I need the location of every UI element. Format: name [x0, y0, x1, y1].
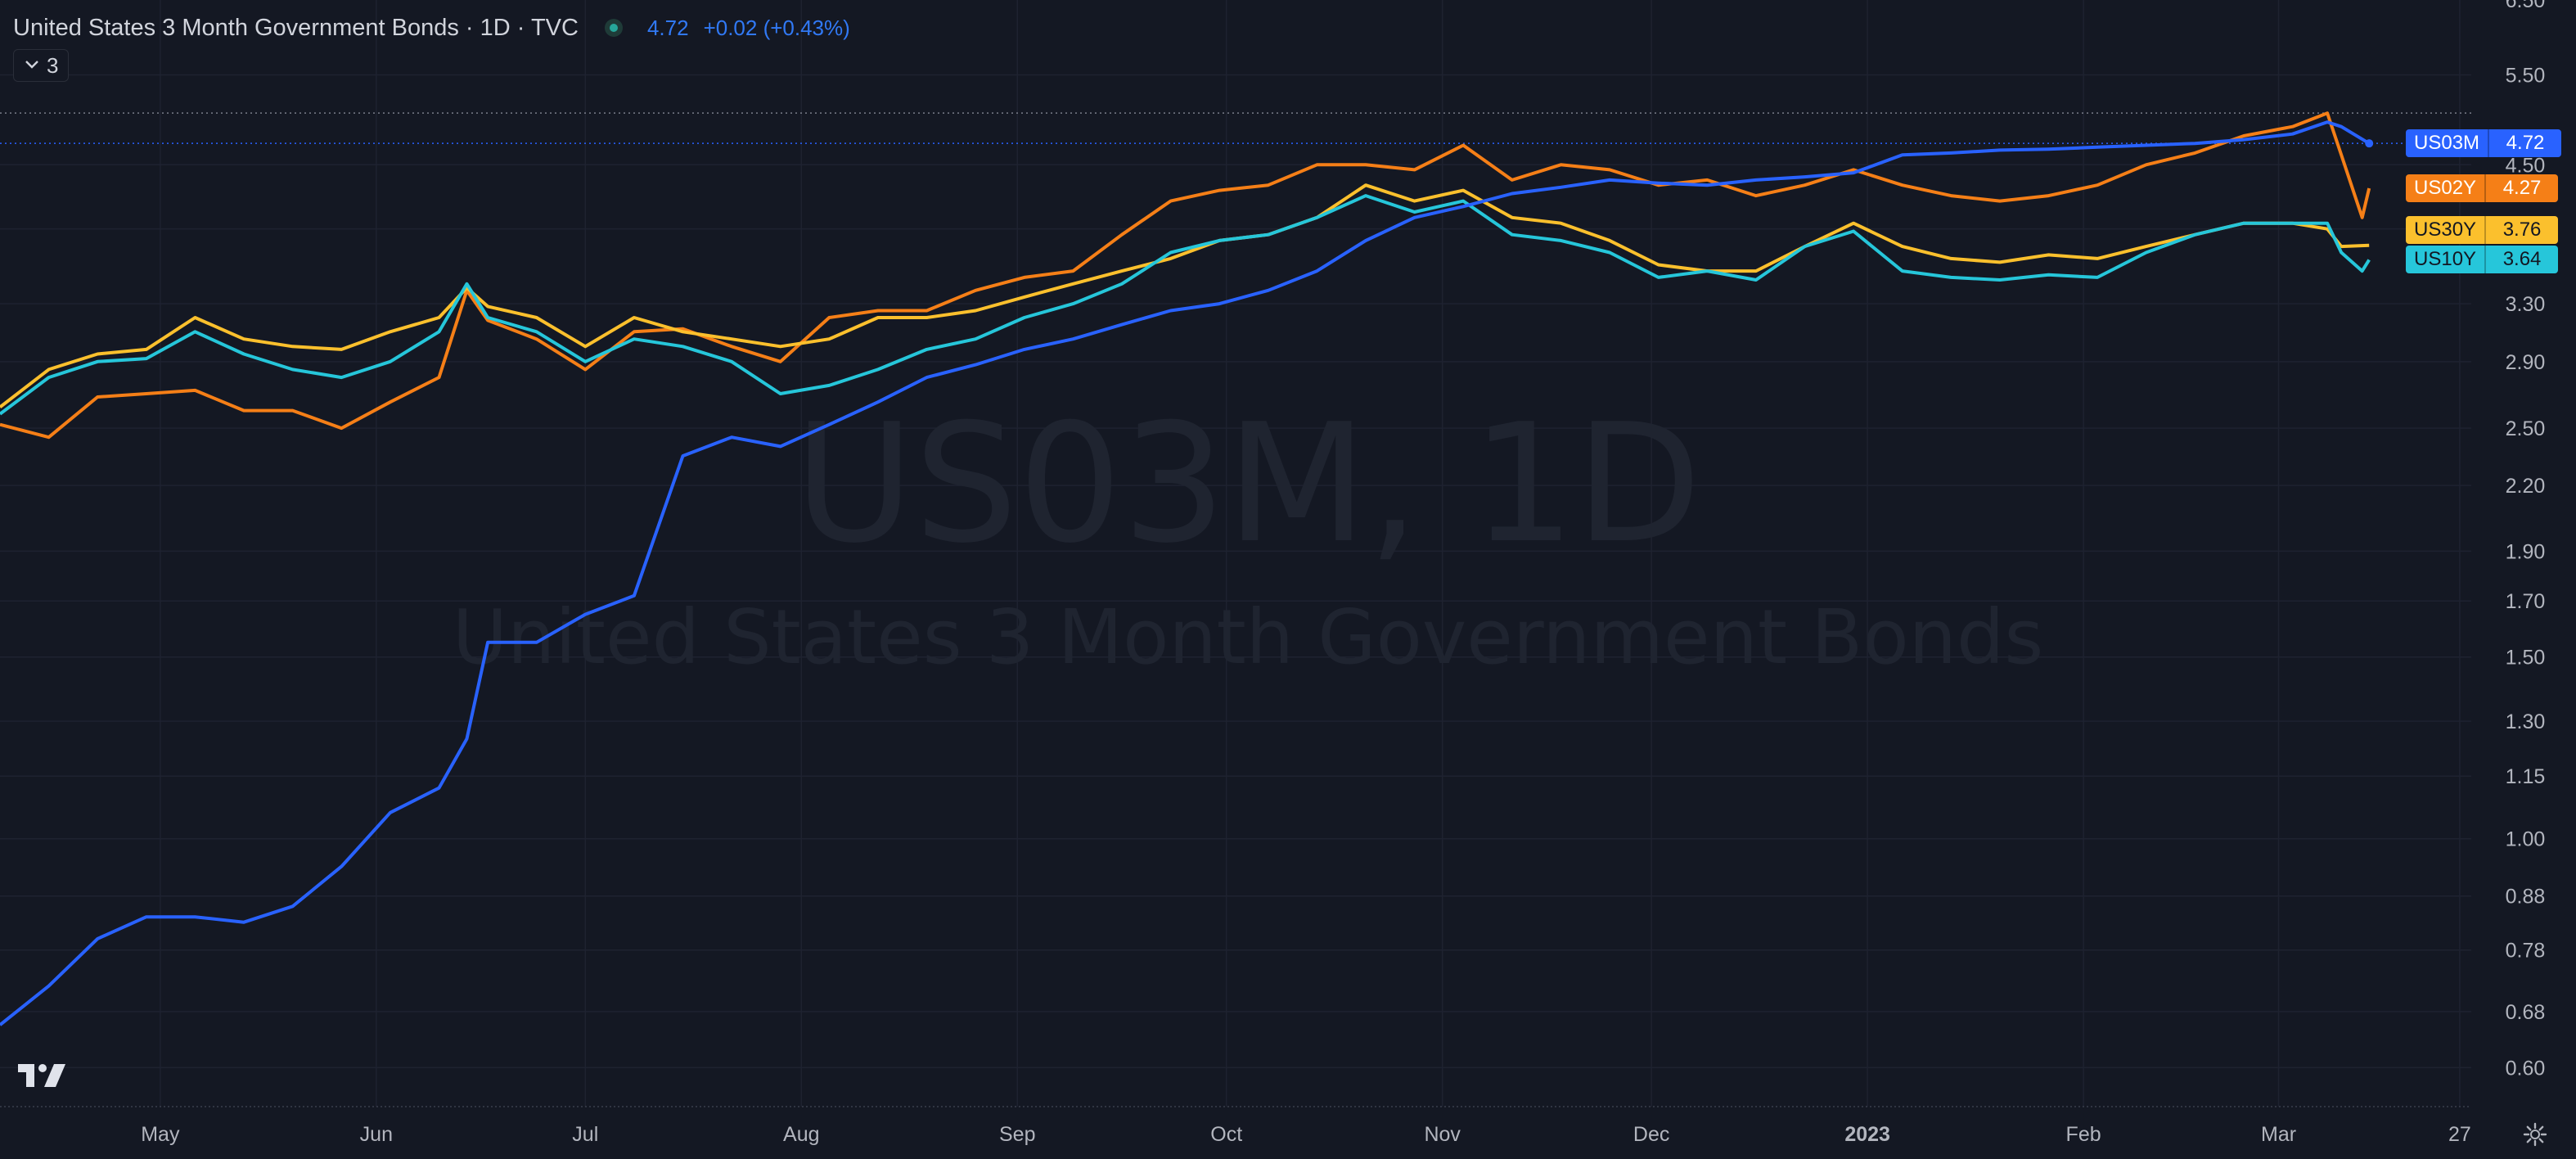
last-price: 4.72 [646, 15, 689, 40]
chart-grid [0, 0, 2471, 1107]
y-tick-label: 3.30 [2506, 293, 2546, 316]
y-tick-label: 0.88 [2506, 886, 2546, 909]
x-tick-label: 2023 [1844, 1123, 1890, 1146]
y-tick-label: 1.00 [2506, 828, 2546, 851]
series-line-us03m[interactable] [0, 120, 2371, 1026]
x-tick-label: May [141, 1123, 180, 1146]
badge-value: 4.72 [2488, 129, 2562, 158]
x-tick-label: Feb [2066, 1123, 2101, 1146]
badge-symbol: US10Y [2406, 246, 2485, 274]
status-dot-icon [604, 19, 623, 37]
y-tick-label: 2.90 [2506, 351, 2546, 374]
y-tick-label: 6.50 [2506, 0, 2546, 12]
badge-us03m[interactable]: US03M 4.72 [2406, 129, 2562, 158]
y-tick-label: 1.90 [2506, 540, 2546, 563]
badge-value: 3.64 [2484, 246, 2559, 274]
y-tick-label: 1.70 [2506, 590, 2546, 613]
chevron-down-icon [24, 56, 40, 75]
tradingview-logo-icon[interactable] [16, 1061, 69, 1094]
badge-symbol: US02Y [2406, 174, 2485, 203]
badge-symbol: US30Y [2406, 216, 2485, 245]
last-point-marker [2365, 139, 2374, 148]
collapse-indicators-button[interactable]: 3 [13, 49, 70, 82]
y-tick-label: 1.15 [2506, 765, 2546, 788]
badge-us02y[interactable]: US02Y 4.27 [2406, 174, 2559, 203]
y-tick-label: 0.68 [2506, 1001, 2546, 1024]
x-tick-label: Nov [1424, 1123, 1461, 1146]
x-tick-label: Jul [572, 1123, 598, 1146]
x-tick-label: Mar [2261, 1123, 2296, 1146]
price-change: +0.02 (+0.43%) [703, 15, 850, 40]
y-tick-label: 4.50 [2506, 154, 2546, 177]
x-tick-label: Aug [783, 1123, 819, 1146]
y-axis[interactable]: 0.60 0.68 0.78 0.88 1.00 1.15 1.30 1.50 1.70 1.90… [2506, 0, 2546, 1080]
chart-title[interactable]: United States 3 Month Government Bonds ·… [13, 14, 579, 41]
badge-symbol: US03M [2406, 129, 2488, 158]
y-tick-label: 2.50 [2506, 417, 2546, 440]
badge-value: 4.27 [2484, 174, 2559, 203]
indicator-count: 3 [47, 52, 59, 78]
x-axis[interactable]: May Jun Jul Aug Sep Oct Nov Dec 2023 Feb Mar 27 [141, 1123, 2471, 1146]
settings-gear-icon[interactable] [2522, 1121, 2548, 1152]
x-tick-label: Dec [1633, 1123, 1669, 1146]
x-tick-label: Sep [999, 1123, 1035, 1146]
series-line-us02y[interactable] [0, 111, 2371, 440]
y-tick-label: 1.50 [2506, 647, 2546, 670]
y-tick-label: 5.50 [2506, 64, 2546, 87]
series-line-us10y[interactable] [0, 194, 2371, 416]
badge-value: 3.76 [2484, 216, 2559, 245]
x-tick-label: 27 [2448, 1123, 2471, 1146]
reference-lines [0, 112, 2471, 1107]
series-lines [0, 111, 2374, 1026]
badge-us30y[interactable]: US30Y 3.76 [2406, 216, 2559, 245]
x-tick-label: Jun [360, 1123, 393, 1146]
y-tick-label: 0.78 [2506, 940, 2546, 963]
x-tick-label: Oct [1210, 1123, 1242, 1146]
y-tick-label: 1.30 [2506, 710, 2546, 733]
watermark-name: United States 3 Month Government Bonds [453, 593, 2044, 681]
badge-us10y[interactable]: US10Y 3.64 [2406, 246, 2559, 274]
y-tick-label: 0.60 [2506, 1057, 2546, 1080]
chart-header: United States 3 Month Government Bonds ·… [13, 10, 850, 46]
y-tick-label: 2.20 [2506, 475, 2546, 498]
watermark-symbol: US03M, 1D [795, 389, 1702, 580]
series-line-us30y[interactable] [0, 183, 2370, 408]
